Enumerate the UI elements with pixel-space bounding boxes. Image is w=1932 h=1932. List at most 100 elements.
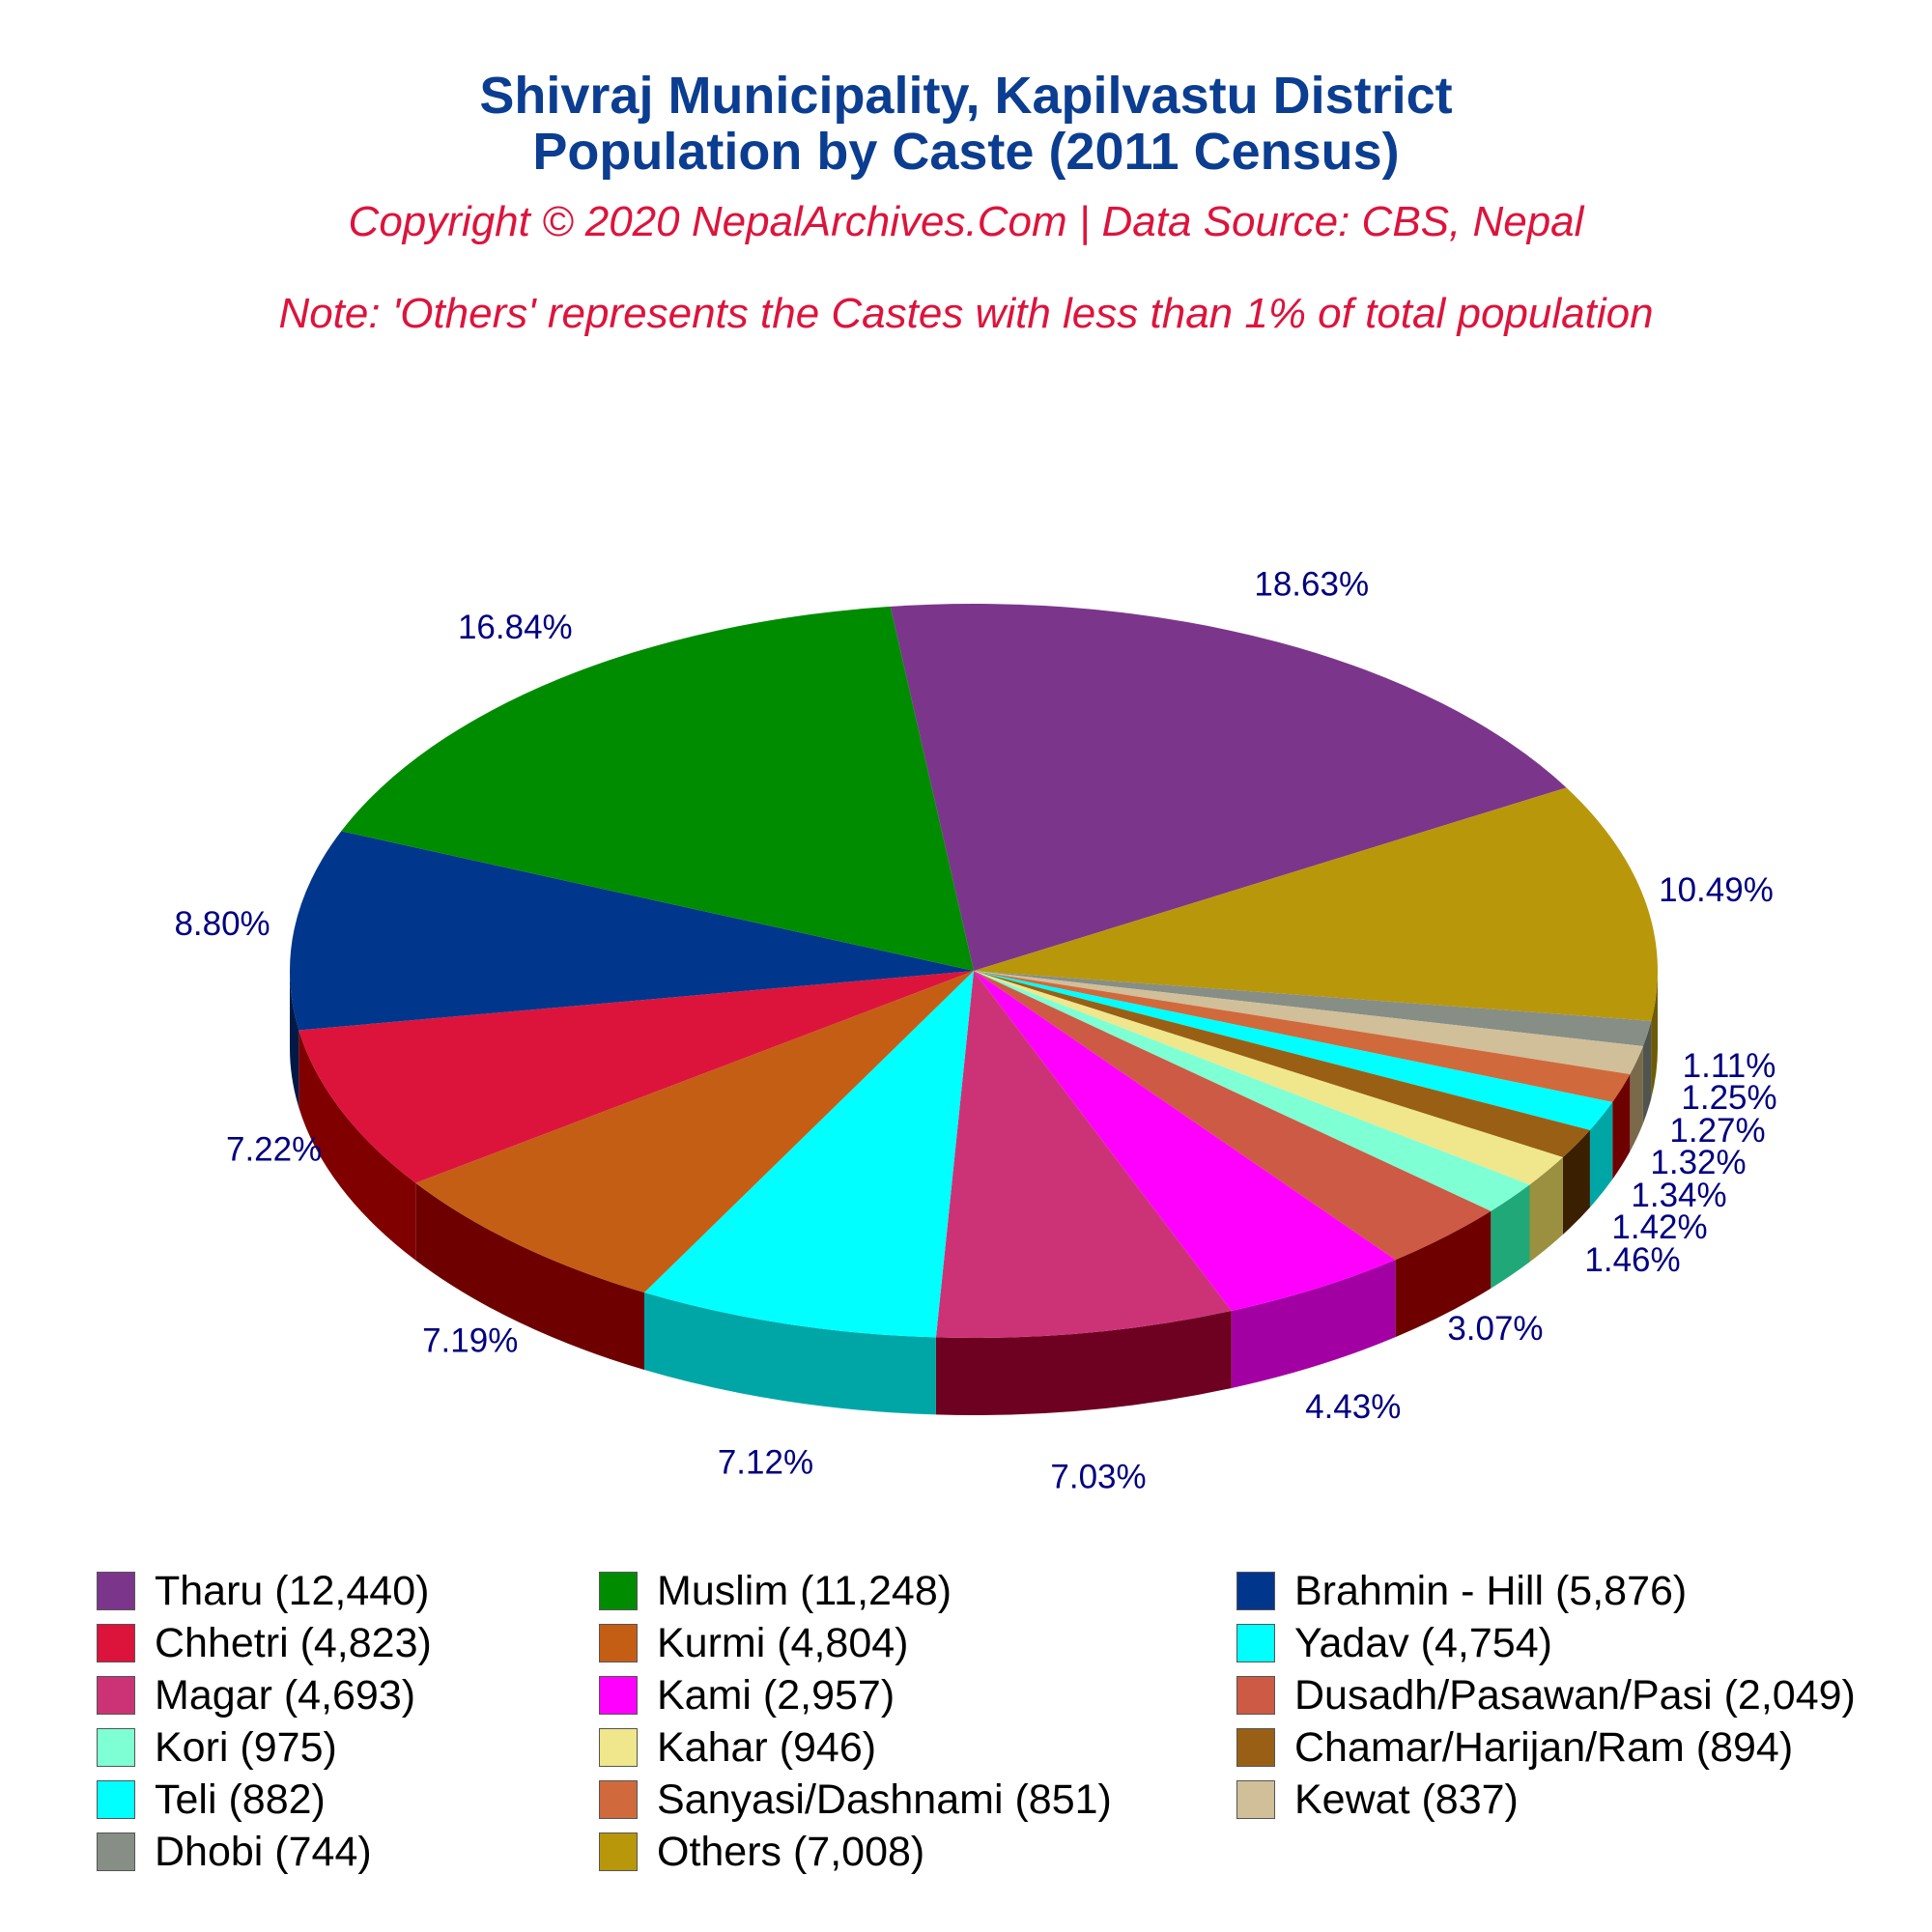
slice-chhetri-4-823 (298, 971, 974, 1183)
legend-swatch (1236, 1624, 1275, 1662)
legend-label: Others (7,008) (657, 1828, 925, 1875)
legend-item-chhetri-4-823: Chhetri (4,823) (97, 1617, 432, 1669)
legend-item-yadav-4-754: Yadav (4,754) (1236, 1617, 1552, 1669)
legend-swatch (97, 1833, 135, 1871)
legend-swatch (97, 1624, 135, 1662)
note-text: Note: 'Others' represents the Castes wit… (278, 290, 1654, 337)
slice-side-brahmin-hill-5-876 (290, 971, 299, 1108)
legend-item-dhobi-744: Dhobi (744) (97, 1826, 372, 1878)
chart-title-line2: Population by Caste (2011 Census) (532, 123, 1400, 181)
legend-label: Dusadh/Pasawan/Pasi (2,049) (1294, 1671, 1856, 1719)
legend-label: Brahmin - Hill (5,876) (1294, 1567, 1688, 1614)
slice-side-others-7-008 (1651, 971, 1658, 1098)
slice-pct-label: 8.80% (174, 905, 270, 943)
slice-others-7-008 (974, 787, 1658, 1021)
legend-swatch (599, 1833, 638, 1871)
legend-item-tharu-12-440: Tharu (12,440) (97, 1565, 429, 1617)
slice-pct-label: 1.46% (1584, 1241, 1680, 1279)
legend-swatch (97, 1728, 135, 1767)
slice-chamar-harijan-ram-894 (974, 971, 1590, 1157)
legend-item-kori-975: Kori (975) (97, 1721, 337, 1774)
slice-pct-label: 16.84% (458, 609, 573, 646)
slice-side-kewat-837 (1630, 1046, 1643, 1152)
legend-label: Kewat (837) (1294, 1776, 1519, 1823)
slice-pct-label: 10.49% (1659, 871, 1774, 909)
slice-side-kori-975 (1491, 1184, 1530, 1289)
slice-pct-label: 7.03% (1050, 1459, 1146, 1496)
slice-pct-label: 7.19% (422, 1321, 518, 1359)
slice-side-dusadh-pasawan-pasi-2-049 (1395, 1210, 1492, 1338)
legend-label: Sanyasi/Dashnami (851) (657, 1776, 1112, 1823)
slice-teli-882 (974, 971, 1613, 1130)
legend-item-kami-2-957: Kami (2,957) (599, 1669, 895, 1721)
slice-pct-label: 7.12% (718, 1444, 813, 1482)
legend-item-sanyasi-dashnami-851: Sanyasi/Dashnami (851) (599, 1774, 1112, 1826)
slice-kori-975 (974, 971, 1530, 1211)
legend-swatch (599, 1728, 638, 1767)
slice-side-yadav-4-754 (644, 1293, 936, 1415)
slice-pct-label: 1.42% (1611, 1208, 1707, 1246)
slice-side-chamar-harijan-ram-894 (1562, 1129, 1590, 1235)
legend-label: Kami (2,957) (657, 1671, 895, 1719)
slice-kahar-946 (974, 971, 1563, 1185)
slice-side-dhobi-744 (1642, 1020, 1652, 1124)
slice-magar-4-693 (935, 971, 1232, 1338)
slice-sanyasi-dashnami-851 (974, 971, 1631, 1102)
legend-item-kurmi-4-804: Kurmi (4,804) (599, 1617, 908, 1669)
slice-side-kurmi-4-804 (415, 1182, 645, 1371)
legend-label: Magar (4,693) (155, 1671, 416, 1719)
slice-side-magar-4-693 (935, 1310, 1232, 1415)
legend-label: Chamar/Harijan/Ram (894) (1294, 1723, 1794, 1771)
legend-swatch (599, 1676, 638, 1715)
slice-pct-label: 7.22% (226, 1130, 322, 1168)
slice-kami-2-957 (974, 971, 1396, 1311)
legend-label: Tharu (12,440) (155, 1567, 430, 1614)
slice-kewat-837 (974, 971, 1643, 1075)
legend-swatch (599, 1780, 638, 1819)
legend-item-others-7-008: Others (7,008) (599, 1826, 924, 1878)
legend-label: Kori (975) (155, 1723, 337, 1771)
slice-kurmi-4-804 (415, 971, 974, 1293)
slice-pct-label: 1.25% (1681, 1079, 1776, 1117)
legend-label: Dhobi (744) (155, 1828, 372, 1875)
slice-side-chhetri-4-823 (298, 1030, 416, 1261)
legend-label: Teli (882) (155, 1776, 326, 1823)
slice-pct-label: 1.32% (1650, 1144, 1746, 1181)
legend-swatch (1236, 1572, 1275, 1610)
copyright-text: Copyright © 2020 NepalArchives.Com | Dat… (348, 198, 1584, 245)
slice-brahmin-hill-5-876 (290, 831, 974, 1031)
slice-pct-label: 1.34% (1631, 1177, 1726, 1214)
slice-dhobi-744 (974, 971, 1652, 1047)
legend-item-dusadh-pasawan-pasi-2-049: Dusadh/Pasawan/Pasi (2,049) (1236, 1669, 1856, 1721)
legend-swatch (97, 1572, 135, 1610)
legend-item-muslim-11-248: Muslim (11,248) (599, 1565, 952, 1617)
slice-yadav-4-754 (644, 971, 974, 1338)
legend-item-magar-4-693: Magar (4,693) (97, 1669, 415, 1721)
slice-side-sanyasi-dashnami-851 (1612, 1074, 1631, 1179)
slice-side-kami-2-957 (1231, 1260, 1396, 1388)
legend-label: Kahar (946) (657, 1723, 877, 1771)
legend-item-brahmin-hill-5-876: Brahmin - Hill (5,876) (1236, 1565, 1687, 1617)
slice-pct-label: 3.07% (1447, 1310, 1543, 1348)
slice-muslim-11-248 (341, 606, 974, 971)
slice-side-teli-882 (1589, 1101, 1613, 1208)
legend-swatch (97, 1676, 135, 1715)
slice-side-kahar-946 (1529, 1157, 1563, 1263)
legend-item-kewat-837: Kewat (837) (1236, 1774, 1519, 1826)
legend-label: Kurmi (4,804) (657, 1619, 909, 1666)
legend-swatch (599, 1572, 638, 1610)
legend-swatch (1236, 1728, 1275, 1767)
slice-pct-label: 18.63% (1254, 565, 1369, 603)
legend-item-teli-882: Teli (882) (97, 1774, 326, 1826)
legend-item-kahar-946: Kahar (946) (599, 1721, 876, 1774)
slice-pct-label: 1.11% (1683, 1047, 1776, 1085)
legend-item-chamar-harijan-ram-894: Chamar/Harijan/Ram (894) (1236, 1721, 1793, 1774)
legend-swatch (1236, 1780, 1275, 1819)
legend-swatch (599, 1624, 638, 1662)
pie-chart: 18.63%10.49%1.11%1.25%1.27%1.32%1.34%1.4… (174, 565, 1776, 1496)
legend-swatch (97, 1780, 135, 1819)
slice-dusadh-pasawan-pasi-2-049 (974, 971, 1492, 1261)
legend-label: Muslim (11,248) (657, 1567, 952, 1614)
slice-pct-label: 1.27% (1669, 1112, 1765, 1150)
legend-label: Yadav (4,754) (1294, 1619, 1552, 1666)
